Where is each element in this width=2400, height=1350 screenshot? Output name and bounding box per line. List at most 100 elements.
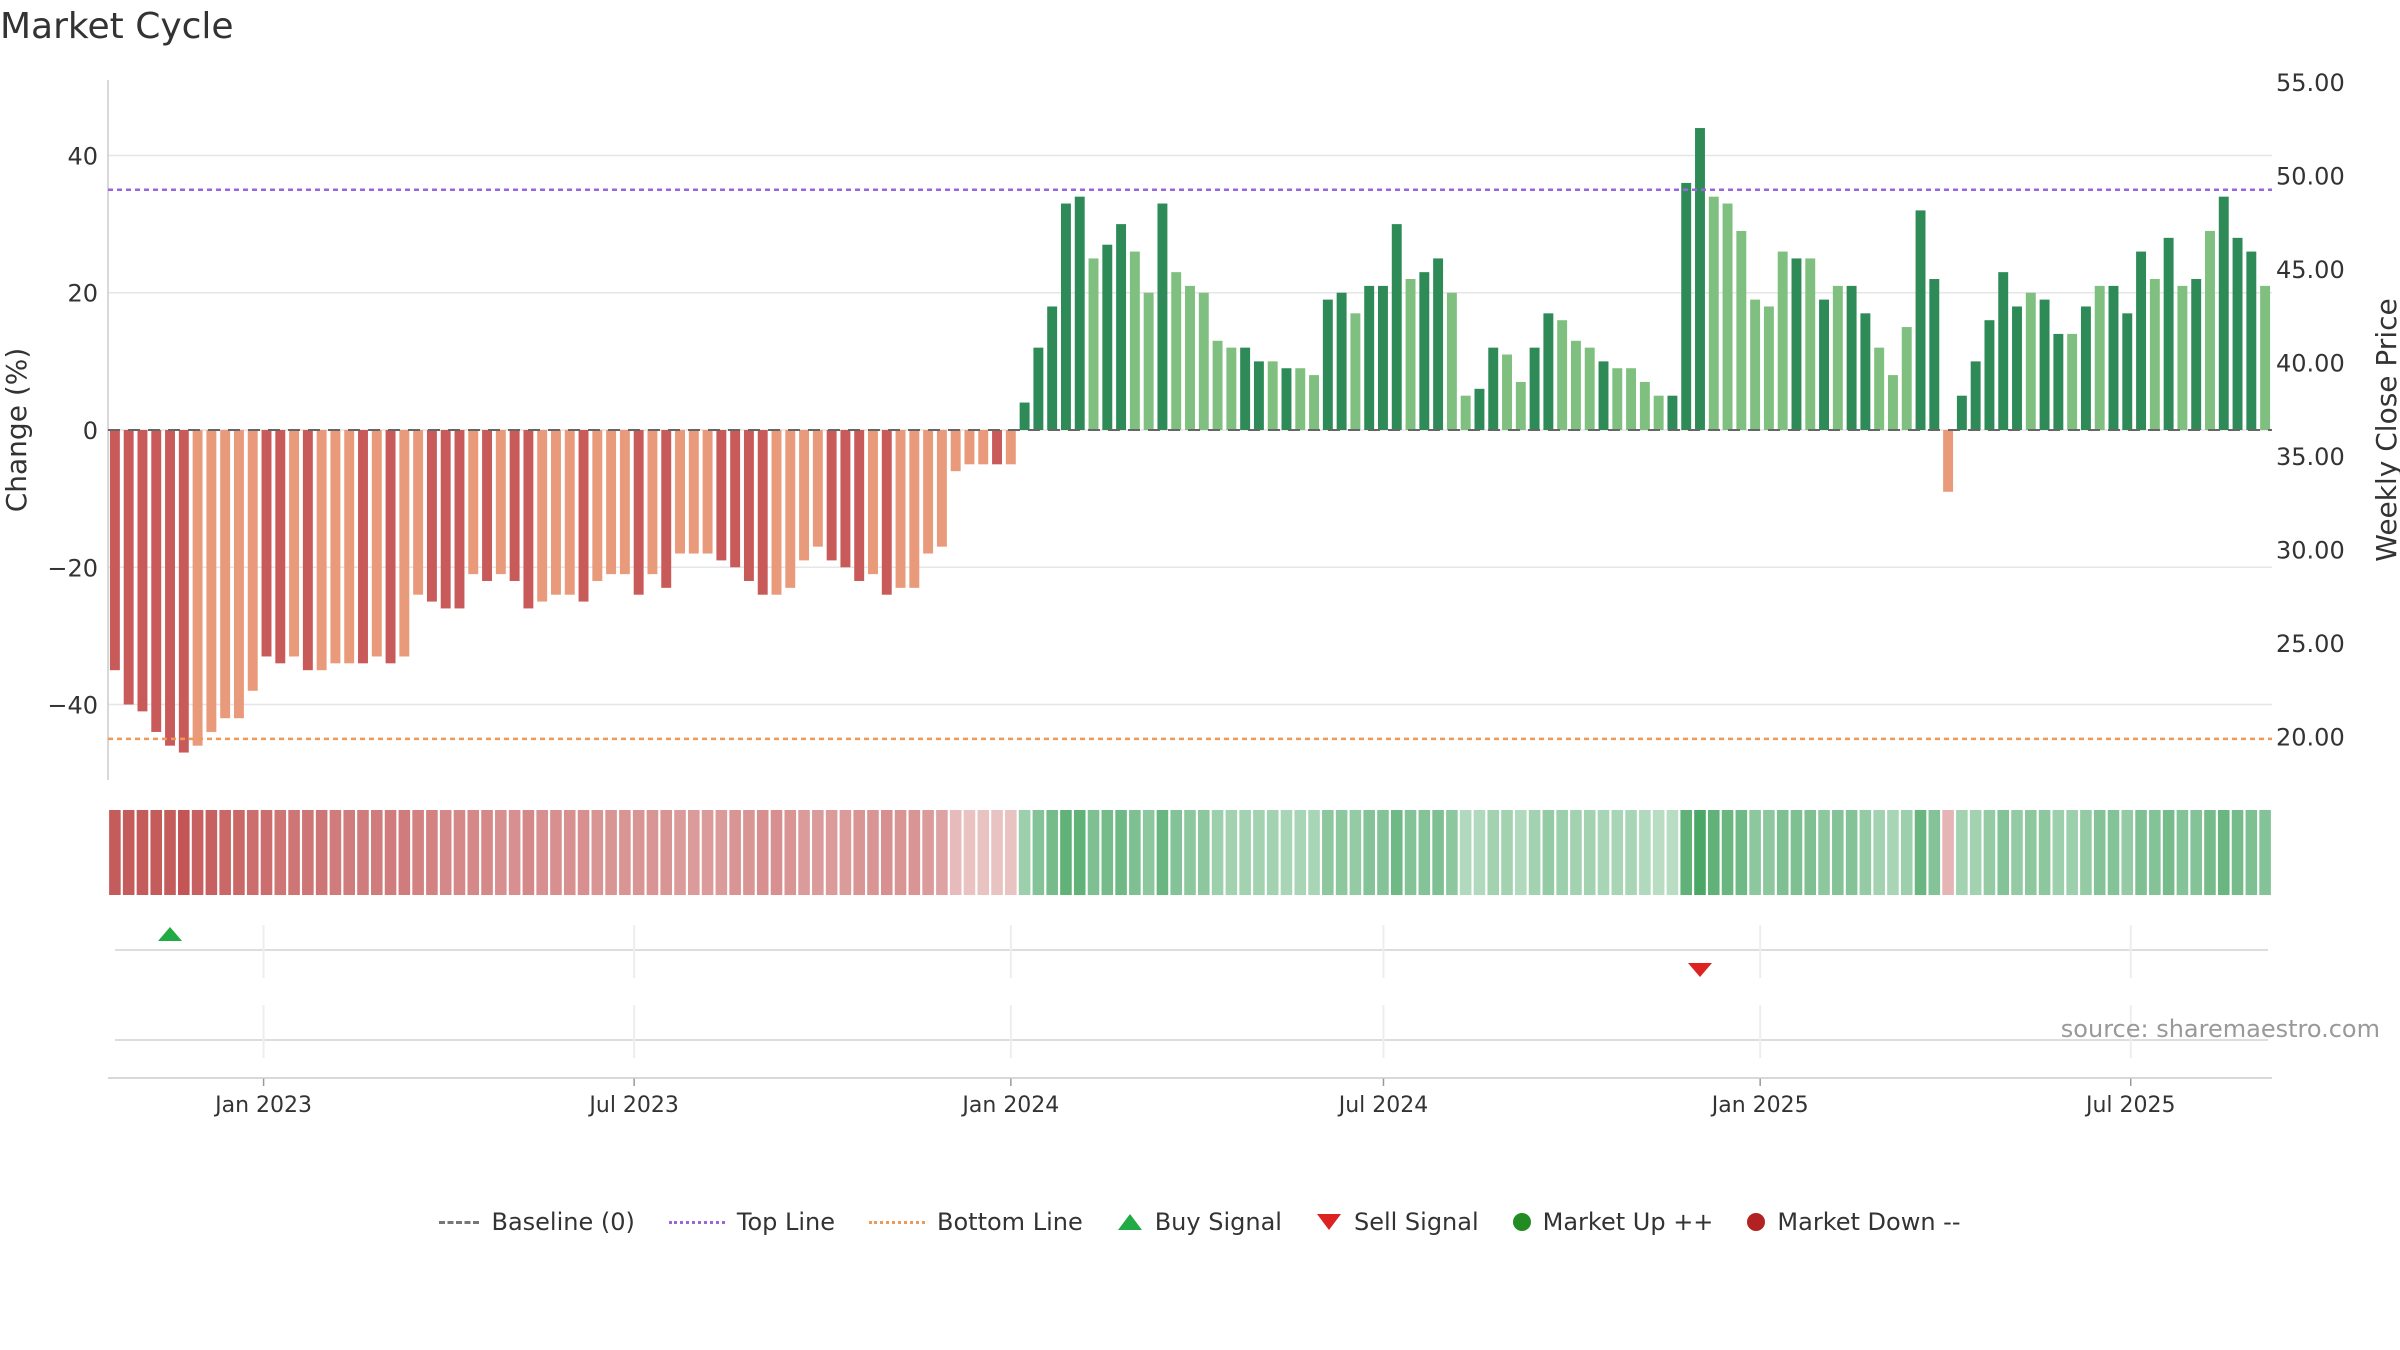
bar [1378, 285, 1388, 430]
strip-cell [1776, 810, 1789, 895]
bar [2246, 251, 2257, 430]
legend-dot-swatch [1512, 1213, 1531, 1231]
strip-cell [2176, 810, 2189, 895]
bar [1681, 182, 1692, 430]
strip-cell [1983, 810, 1996, 895]
legend-label: Buy Signal [1154, 1208, 1282, 1236]
bar [1819, 299, 1830, 430]
strip-cell [2162, 810, 2175, 895]
bar [1088, 258, 1099, 430]
strip-cell [1597, 810, 1610, 895]
bar [992, 430, 1002, 465]
strip-cell [246, 810, 259, 895]
strip-cell [260, 810, 273, 895]
strip-cell [1845, 810, 1858, 895]
strip-cell [522, 810, 535, 895]
strip-cell [798, 810, 810, 895]
strip-cell [1515, 810, 1527, 895]
strip-cell [343, 810, 355, 895]
bar [316, 430, 327, 671]
x-tick-label: Jul 2024 [1337, 1093, 1429, 1118]
source-credit: source: sharemaestro.com [2060, 1015, 2380, 1043]
bar [1295, 368, 1306, 430]
y-axis-label: Change (%) [0, 348, 33, 513]
bar [1364, 285, 1375, 430]
bar [1860, 313, 1871, 430]
bar [1626, 368, 1637, 430]
strip-cell [1969, 810, 1982, 895]
strip-cell [1790, 810, 1803, 895]
strip-cell [1322, 810, 1334, 895]
y-tick-label: 40 [67, 142, 98, 170]
bar [537, 430, 548, 602]
bar [633, 430, 644, 595]
x-tick-label: Jul 2023 [587, 1093, 679, 1118]
strip-cell [977, 810, 990, 895]
strip-cell [2217, 810, 2230, 895]
strip-cell [2080, 810, 2092, 895]
strip-cell [991, 810, 1003, 895]
bar [1598, 361, 1609, 430]
bar [165, 430, 175, 746]
bar [1240, 347, 1251, 430]
strip-cell [2107, 810, 2120, 895]
strip-cell [1211, 810, 1224, 895]
strip-cell [839, 810, 852, 895]
bar [468, 430, 479, 575]
bar [964, 430, 975, 465]
bar [619, 430, 630, 575]
strip-cell [2231, 810, 2244, 895]
bar [1584, 347, 1595, 430]
bar [1433, 258, 1444, 430]
legend-label: Sell Signal [1353, 1208, 1479, 1236]
bar [1171, 272, 1182, 430]
bar [2191, 279, 2202, 430]
strip-cell [1611, 810, 1624, 895]
strip-cell [894, 810, 907, 895]
bar [592, 430, 603, 581]
bar [495, 430, 506, 575]
strip-cell [1652, 810, 1665, 895]
strip-cell [784, 810, 797, 895]
bar [2163, 237, 2174, 430]
bar [606, 430, 617, 575]
bar [1143, 292, 1154, 430]
y-tick-label: 0 [83, 417, 98, 445]
bar [1791, 258, 1802, 430]
bar [1253, 361, 1264, 430]
strip-cell [1170, 810, 1183, 895]
bar [743, 430, 754, 581]
strip-cell [1735, 810, 1748, 895]
bar [2067, 333, 2078, 430]
strip-cell [632, 810, 645, 895]
strip-cell [674, 810, 686, 895]
bar [137, 430, 148, 712]
strip-cell [1818, 810, 1830, 895]
bar [730, 430, 741, 568]
bar [854, 430, 865, 581]
bar [1212, 340, 1223, 430]
bar [757, 430, 768, 595]
y2-axis-label: Weekly Close Price [2370, 298, 2400, 561]
bar [2218, 196, 2229, 430]
strip-cell [812, 810, 824, 895]
strip-cell [825, 810, 838, 895]
bar [2122, 313, 2133, 430]
strip-cell [1239, 810, 1251, 895]
bar [881, 430, 892, 595]
strip-cell [591, 810, 604, 895]
bar [1929, 279, 1940, 430]
bar [344, 430, 355, 664]
bar [1943, 430, 1954, 492]
legend-item: Baseline (0) [439, 1208, 635, 1236]
strip-cell [743, 810, 755, 895]
legend-label: Top Line [736, 1208, 836, 1236]
strip-cell [412, 810, 424, 895]
bar [1970, 361, 1981, 430]
bar [1998, 272, 2009, 430]
bar [1515, 381, 1526, 430]
bar [799, 430, 810, 561]
legend-label: Bottom Line [937, 1208, 1083, 1236]
strip-cell [109, 810, 121, 895]
